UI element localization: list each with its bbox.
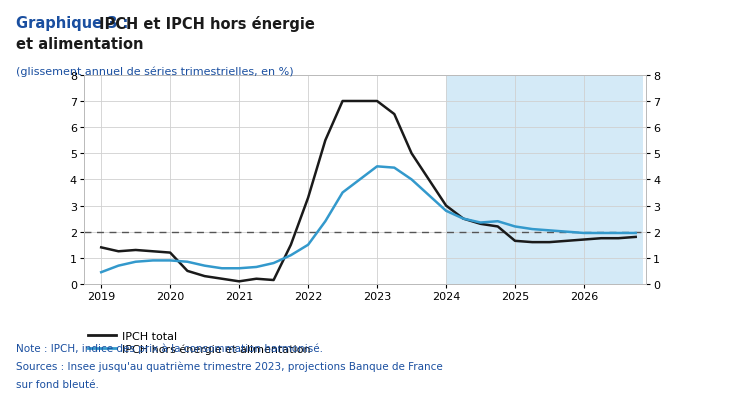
Bar: [446, 76, 642, 284]
Text: Sources : Insee jusqu'au quatrième trimestre 2023, projections Banque de France: Sources : Insee jusqu'au quatrième trime…: [16, 361, 443, 371]
Legend: IPCH total, IPCH hors énergie et alimentation: IPCH total, IPCH hors énergie et aliment…: [84, 326, 315, 358]
Text: sur fond bleuté.: sur fond bleuté.: [16, 379, 99, 389]
Text: IPCH et IPCH hors énergie: IPCH et IPCH hors énergie: [99, 16, 315, 32]
Text: Note : IPCH, indice des prix à la consommation harmonisé.: Note : IPCH, indice des prix à la consom…: [16, 342, 323, 353]
Text: et alimentation: et alimentation: [16, 37, 144, 52]
Text: Graphique 3 :: Graphique 3 :: [16, 16, 134, 31]
Text: (glissement annuel de séries trimestrielles, en %): (glissement annuel de séries trimestriel…: [16, 66, 293, 77]
